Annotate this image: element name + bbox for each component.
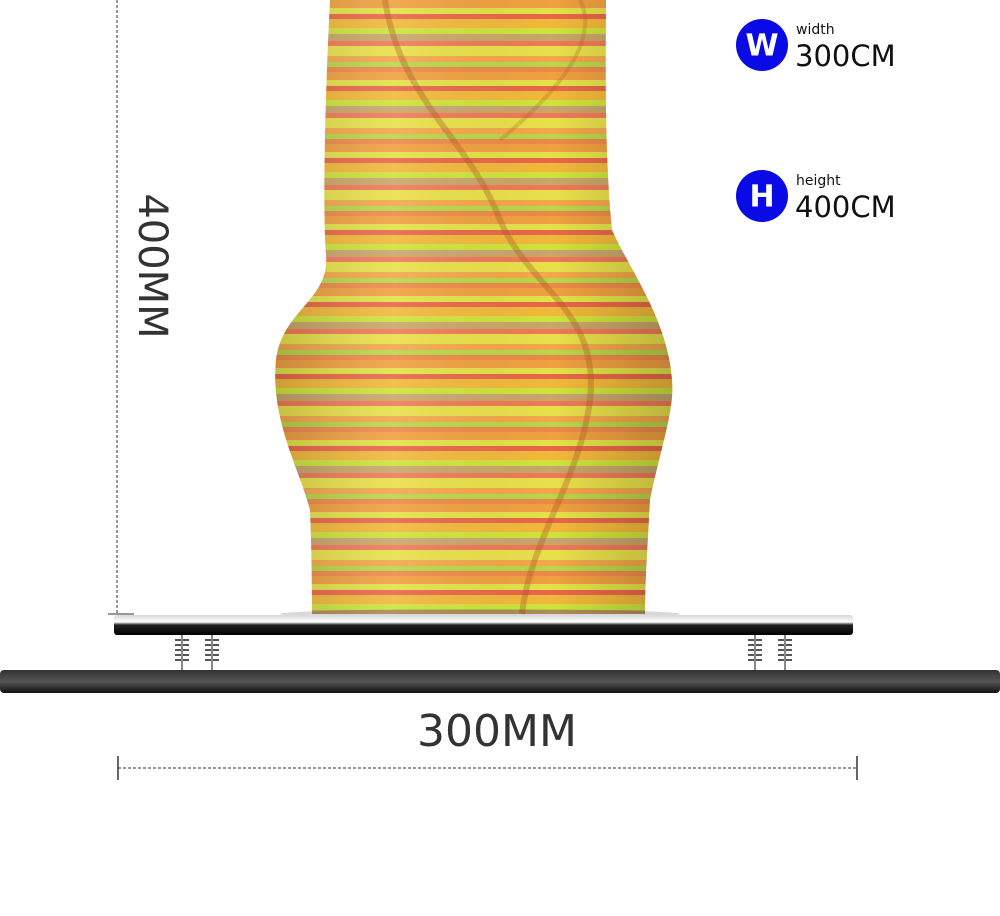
badge: W width 300CM (736, 19, 896, 73)
height-label: 400MM (129, 193, 175, 338)
width-label: 300MM (417, 706, 577, 757)
badge-name: width (796, 22, 835, 38)
vase (275, 0, 673, 615)
badge-name: height (796, 173, 841, 189)
springs (175, 635, 792, 670)
badge-value: 300CM (795, 39, 896, 73)
rail (0, 670, 1000, 693)
badge-value: 400CM (795, 190, 896, 224)
badge: H height 400CM (736, 170, 896, 224)
badge-letter: H (749, 180, 774, 215)
build-plate (114, 615, 853, 635)
badge-letter: W (745, 29, 778, 64)
